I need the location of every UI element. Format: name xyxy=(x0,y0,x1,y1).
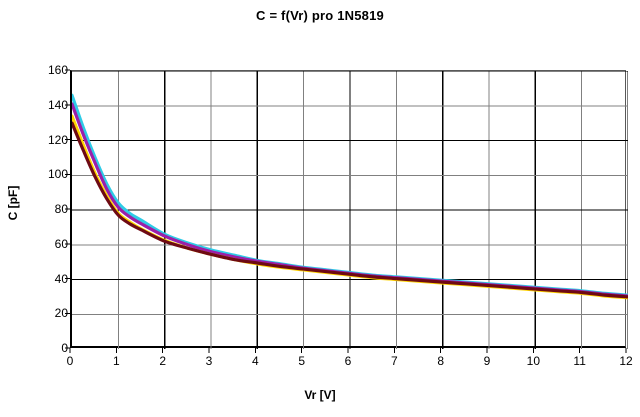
y-tick-label: 60 xyxy=(54,236,68,251)
chart-title: C = f(Vr) pro 1N5819 xyxy=(256,8,384,23)
y-tick-label: 100 xyxy=(47,167,68,182)
x-axis-title: Vr [V] xyxy=(304,388,336,402)
x-tick-label: 12 xyxy=(619,354,633,368)
x-tick-label: 8 xyxy=(437,354,444,368)
plot-svg xyxy=(72,71,628,349)
y-tick-label: 0 xyxy=(61,341,68,355)
plot-area xyxy=(70,70,628,349)
x-tick-label: 2 xyxy=(159,354,166,368)
curve-sample-4 xyxy=(72,121,628,299)
y-axis-title: C [pF] xyxy=(6,185,20,221)
gridlines xyxy=(72,71,628,349)
x-tick-label: 1 xyxy=(112,354,120,368)
y-tick-label: 140 xyxy=(47,97,68,112)
x-tick-label: 3 xyxy=(205,354,213,368)
y-tick-label: 20 xyxy=(54,306,68,321)
x-tick-label: 4 xyxy=(251,354,259,368)
x-tick-label: 0 xyxy=(66,354,74,368)
x-tick-label: 6 xyxy=(344,354,352,368)
x-tick-label: 11 xyxy=(573,354,586,368)
y-tick-label: 40 xyxy=(54,271,68,286)
y-tick-label: 80 xyxy=(54,202,68,216)
y-tick-label: 160 xyxy=(47,63,68,77)
y-tick-label: 120 xyxy=(47,132,68,147)
x-tick-label: 10 xyxy=(526,354,540,368)
x-axis-ticks: 0 1 2 3 4 5 6 7 8 9 10 11 12 xyxy=(0,355,640,375)
x-tick-label: 5 xyxy=(298,354,305,368)
y-axis-ticks: 0 20 40 60 80 100 120 140 160 xyxy=(12,0,68,417)
x-tick-label: 9 xyxy=(483,354,491,368)
x-tick-label: 7 xyxy=(390,354,398,368)
data-curves xyxy=(72,93,628,300)
